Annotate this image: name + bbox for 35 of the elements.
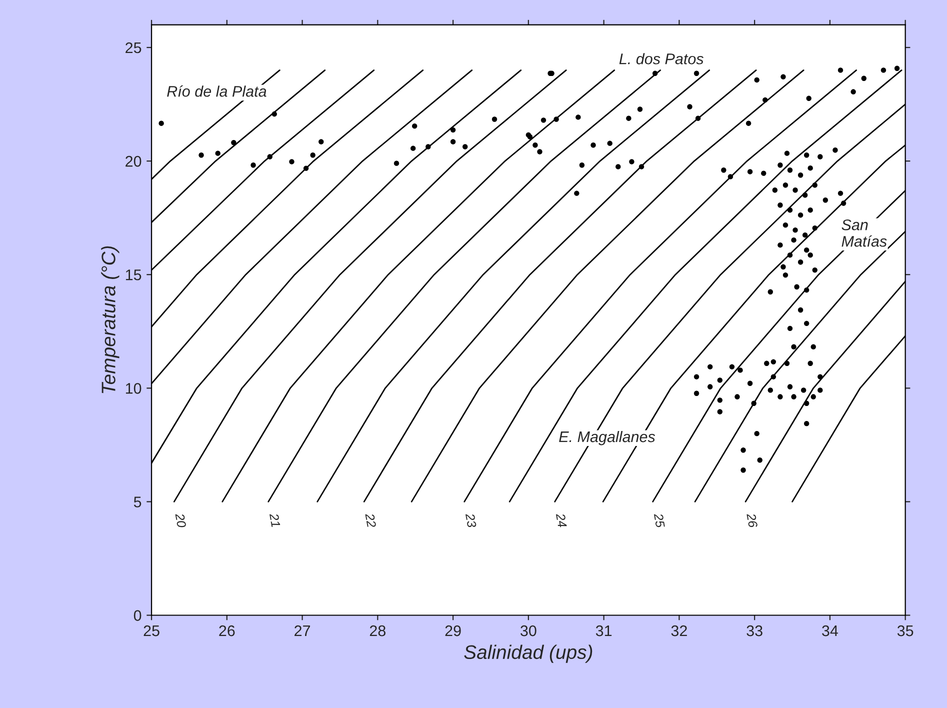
x-tick-label: 29 [445,625,461,636]
x-tick-label: 33 [746,625,762,636]
x-tick-label: 25 [144,625,160,636]
text: 20 [175,512,186,528]
y-tick-label: 15 [126,270,142,280]
line-series [508,70,902,502]
annotation: L. dos Patos [619,53,704,64]
x-tick-label: 27 [294,625,310,636]
annotation: Río de la Plata [167,85,266,97]
text: 25 [654,512,665,528]
y-tick-label: 25 [126,42,142,54]
x-tick-label: 30 [520,625,536,636]
text: 23 [465,512,477,528]
text: 22 [365,512,376,528]
line-series [363,70,757,502]
x-tick-label: 28 [370,625,386,636]
text: 24 [556,512,567,528]
annotation: E. Magallanes [559,430,656,446]
x-tick-label: 34 [822,625,838,636]
text: 26 [746,512,758,528]
y-tick-label: 20 [126,156,142,167]
x-tick-label: 35 [897,625,914,636]
y-tick-label: 5 [134,496,142,508]
x-tick-label: 26 [219,625,235,636]
annotation: San Matías [842,219,887,247]
x-tick-label: 31 [596,625,612,636]
y-tick-label: 10 [126,383,142,394]
y-tick-label: 0 [134,610,142,621]
line-series [268,70,662,502]
text: 21 [270,512,280,528]
x-tick-label: 32 [671,625,687,636]
x-axis-title: Salinidad (ups) [464,644,592,663]
line-series [316,70,710,502]
y-axis-title: Temperatura (°C) [101,246,120,394]
line-series [410,70,804,502]
